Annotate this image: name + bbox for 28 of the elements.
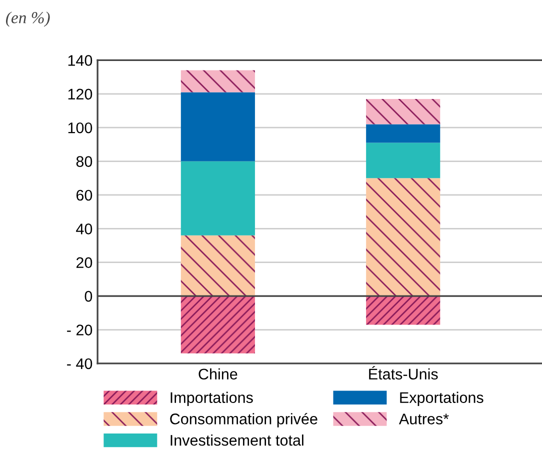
bar: [180, 70, 255, 92]
legend-label: Exportations: [400, 392, 484, 406]
y-tick-label: - 20: [67, 324, 92, 336]
bar: [180, 296, 255, 354]
legend-label: Investissement total: [170, 434, 304, 446]
bar: [366, 124, 440, 143]
text: (en %): [6, 12, 50, 27]
bar: [366, 178, 440, 296]
y-tick-label: 0: [84, 290, 92, 302]
x-tick-label: États-Unis: [369, 366, 438, 380]
y-tick-label: 20: [76, 257, 92, 268]
bar: [180, 235, 255, 296]
y-tick-label: 140: [68, 55, 92, 66]
legend-label: Consommation privée: [170, 412, 318, 428]
bar: [180, 161, 255, 236]
y-tick-label: 80: [76, 156, 92, 167]
legend-label: Autres*: [398, 414, 449, 424]
bar: [366, 142, 440, 178]
bar: [366, 98, 440, 124]
y-tick-label: 60: [76, 190, 92, 201]
y-tick-label: 120: [68, 88, 92, 100]
bar: [366, 296, 440, 325]
y-tick-label: - 40: [67, 358, 92, 370]
legend-label: Importations: [170, 392, 253, 406]
y-tick-label: 40: [76, 224, 92, 234]
y-tick-label: 100: [68, 122, 92, 134]
x-tick-label: Chine: [198, 368, 238, 380]
bar: [180, 92, 255, 162]
